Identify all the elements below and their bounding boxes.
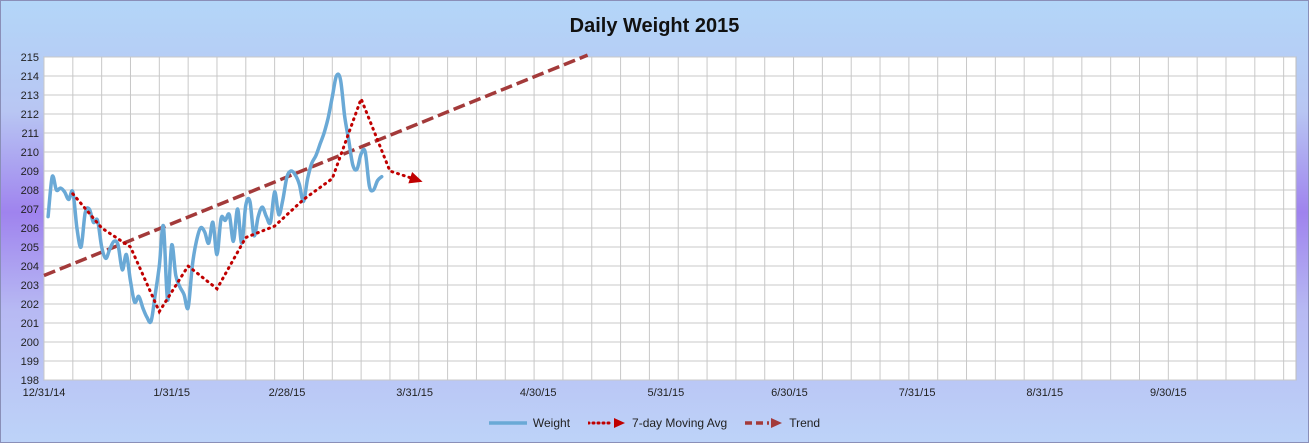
y-tick-label: 201	[21, 318, 39, 330]
legend-swatch-moving-avg	[588, 418, 626, 428]
y-tick-label: 205	[21, 242, 39, 254]
y-tick-label: 204	[21, 261, 39, 273]
x-axis-ticks: 12/31/14 1/31/15 2/28/15 3/31/15 4/30/15 5/31…	[23, 387, 1187, 399]
series-moving-avg-line	[71, 94, 421, 315]
x-tick-label: 8/31/15	[1026, 387, 1063, 399]
y-tick-label: 213	[21, 90, 39, 102]
legend-item-weight: Weight	[488, 416, 571, 430]
y-tick-label: 198	[21, 375, 39, 387]
y-tick-label: 200	[21, 337, 39, 349]
y-tick-label: 211	[21, 128, 39, 140]
legend-swatch-trend	[745, 418, 783, 428]
y-tick-label: 208	[21, 185, 39, 197]
y-tick-label: 203	[21, 280, 39, 292]
legend-label-trend: Trend	[789, 416, 821, 430]
x-tick-label: 4/30/15	[520, 387, 557, 399]
y-tick-label: 209	[21, 166, 39, 178]
y-tick-label: 210	[21, 147, 39, 159]
x-tick-label: 1/31/15	[153, 387, 190, 399]
series-trend-line	[43, 53, 589, 278]
x-tick-label: 9/30/15	[1150, 387, 1187, 399]
y-tick-label: 215	[21, 52, 39, 64]
legend-item-moving-avg: 7-day Moving Avg	[588, 416, 727, 430]
x-tick-label: 7/31/15	[899, 387, 936, 399]
x-tick-label: 5/31/15	[648, 387, 685, 399]
legend-label-moving-avg: 7-day Moving Avg	[632, 416, 728, 430]
chart-title: Daily Weight 2015	[569, 15, 740, 37]
legend-swatch-weight	[488, 421, 527, 425]
chart-legend: Weight 7-day Moving Avg Trend	[1, 413, 1308, 433]
y-tick-label: 206	[21, 223, 39, 235]
chart-series	[43, 53, 589, 325]
x-tick-label: 6/30/15	[771, 387, 808, 399]
y-tick-label: 199	[21, 356, 39, 368]
x-tick-label: 2/28/15	[269, 387, 306, 399]
legend-label-weight: Weight	[532, 416, 571, 430]
y-tick-label: 207	[21, 204, 39, 216]
series-moving-avg-arrow	[408, 171, 423, 184]
series-weight-line	[46, 72, 384, 325]
y-tick-label: 212	[21, 109, 39, 121]
y-axis-ticks: 198 199 200 201 202 203 204 205 206 207 208 209 210 2…	[21, 52, 39, 387]
x-tick-label: 3/31/15	[396, 387, 433, 399]
legend-item-trend: Trend	[745, 416, 820, 430]
x-tick-label: 12/31/14	[23, 387, 66, 399]
y-tick-label: 214	[21, 71, 39, 83]
y-tick-label: 202	[21, 299, 39, 311]
